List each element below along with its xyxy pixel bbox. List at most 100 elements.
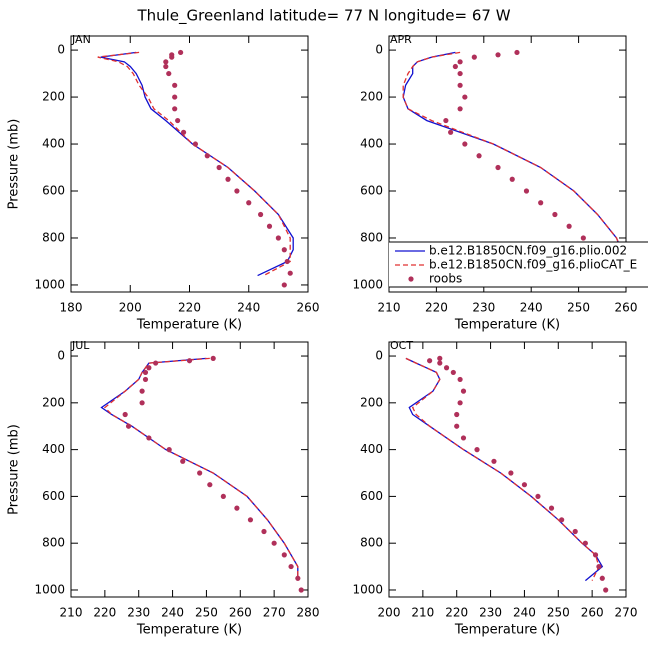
x-tick-label: 250 xyxy=(567,301,590,315)
x-tick-label: 240 xyxy=(237,301,260,315)
roobs-dot xyxy=(166,70,172,77)
roobs-dot xyxy=(457,376,463,383)
roobs-dot xyxy=(572,528,578,535)
x-tick-label: 270 xyxy=(615,606,638,620)
roobs-dot xyxy=(142,376,149,383)
plot-frame xyxy=(388,341,627,598)
y-tick-label: 400 xyxy=(42,442,65,456)
roobs-dot xyxy=(437,360,443,366)
roobs-dot xyxy=(508,470,514,476)
roobs-dot xyxy=(457,400,463,406)
roobs-dot xyxy=(258,211,264,218)
y-tick-label: 600 xyxy=(360,489,383,503)
x-tick-label: 240 xyxy=(161,606,184,620)
roobs-dot xyxy=(281,552,287,558)
y-tick-label: 1000 xyxy=(352,277,383,291)
roobs-dot xyxy=(197,470,203,476)
x-tick-label: 220 xyxy=(178,301,201,315)
roobs-dot xyxy=(437,355,443,361)
roobs-dot xyxy=(180,458,186,464)
x-tick-label: 220 xyxy=(445,606,468,620)
x-tick-label: 220 xyxy=(425,301,448,315)
roobs-dot xyxy=(180,129,187,135)
roobs-dot xyxy=(153,360,159,366)
roobs-dot xyxy=(125,423,132,429)
roobs-dot xyxy=(566,223,572,229)
y-tick-label: 400 xyxy=(360,137,383,151)
roobs-dot xyxy=(521,482,528,488)
roobs-dot xyxy=(452,63,458,70)
profile-line xyxy=(405,357,600,581)
profile-line xyxy=(405,357,604,582)
roobs-dot xyxy=(450,369,456,376)
roobs-dot xyxy=(443,365,450,371)
roobs-dot xyxy=(448,129,454,135)
roobs-dot xyxy=(247,517,254,523)
roobs-dot xyxy=(169,54,175,60)
roobs-dot xyxy=(457,82,463,88)
roobs-dot xyxy=(443,117,449,124)
roobs-dot xyxy=(172,82,178,88)
y-tick-label: 600 xyxy=(42,489,65,503)
roobs-dot xyxy=(295,575,301,581)
plot-frame xyxy=(70,35,309,293)
roobs-dot xyxy=(538,200,544,206)
roobs-dot xyxy=(122,411,128,418)
plot-frame xyxy=(388,35,627,293)
roobs-dot xyxy=(271,540,277,546)
roobs-dot xyxy=(172,94,178,100)
panel-label: JUL xyxy=(71,339,90,352)
roobs-dot xyxy=(474,447,480,453)
roobs-dot xyxy=(580,235,586,241)
y-tick-label: 400 xyxy=(360,442,383,456)
roobs-dot xyxy=(163,63,169,70)
roobs-dot xyxy=(599,575,605,581)
roobs-dot xyxy=(210,355,216,361)
x-tick-label: 220 xyxy=(93,606,116,620)
panel-label: APR xyxy=(390,33,412,46)
roobs-dot xyxy=(298,587,304,593)
roobs-dot xyxy=(204,153,210,159)
roobs-dot xyxy=(139,388,145,394)
roobs-dot xyxy=(495,52,501,58)
roobs-dot xyxy=(246,200,252,206)
x-axis-label: Temperature (K) xyxy=(136,318,242,333)
roobs-dot xyxy=(284,258,290,265)
y-tick-label: 800 xyxy=(42,230,65,244)
x-tick-label: 180 xyxy=(60,301,83,315)
roobs-dot xyxy=(175,117,181,124)
roobs-dot xyxy=(460,435,467,441)
x-tick-label: 230 xyxy=(479,606,502,620)
roobs-dot xyxy=(234,505,240,511)
x-tick-label: 200 xyxy=(378,606,401,620)
roobs-dot xyxy=(172,106,178,112)
x-tick-label: 210 xyxy=(411,606,434,620)
legend-box xyxy=(389,242,648,287)
roobs-dot xyxy=(427,358,433,364)
x-tick-label: 240 xyxy=(520,301,543,315)
x-tick-label: 260 xyxy=(229,606,252,620)
roobs-dot xyxy=(192,141,199,147)
roobs-dot xyxy=(178,49,184,56)
roobs-dot xyxy=(491,458,497,464)
roobs-dot xyxy=(207,482,213,488)
y-tick-label: 0 xyxy=(375,349,383,363)
x-tick-label: 210 xyxy=(378,301,401,315)
panel-label: OCT xyxy=(390,339,413,352)
x-tick-label: 210 xyxy=(60,606,83,620)
y-tick-label: 200 xyxy=(42,90,65,104)
profile-line xyxy=(100,357,299,581)
roobs-dot xyxy=(281,282,287,288)
profile-line xyxy=(97,51,291,277)
roobs-dot xyxy=(288,563,294,570)
y-axis-label: Pressure (mb) xyxy=(7,424,22,515)
roobs-dot xyxy=(462,94,468,100)
roobs-dot xyxy=(462,141,468,147)
y-tick-label: 0 xyxy=(57,43,65,57)
y-tick-label: 200 xyxy=(42,395,65,409)
roobs-dot xyxy=(460,388,467,394)
y-tick-label: 200 xyxy=(360,395,383,409)
roobs-dot xyxy=(603,587,609,593)
y-tick-label: 200 xyxy=(360,90,383,104)
